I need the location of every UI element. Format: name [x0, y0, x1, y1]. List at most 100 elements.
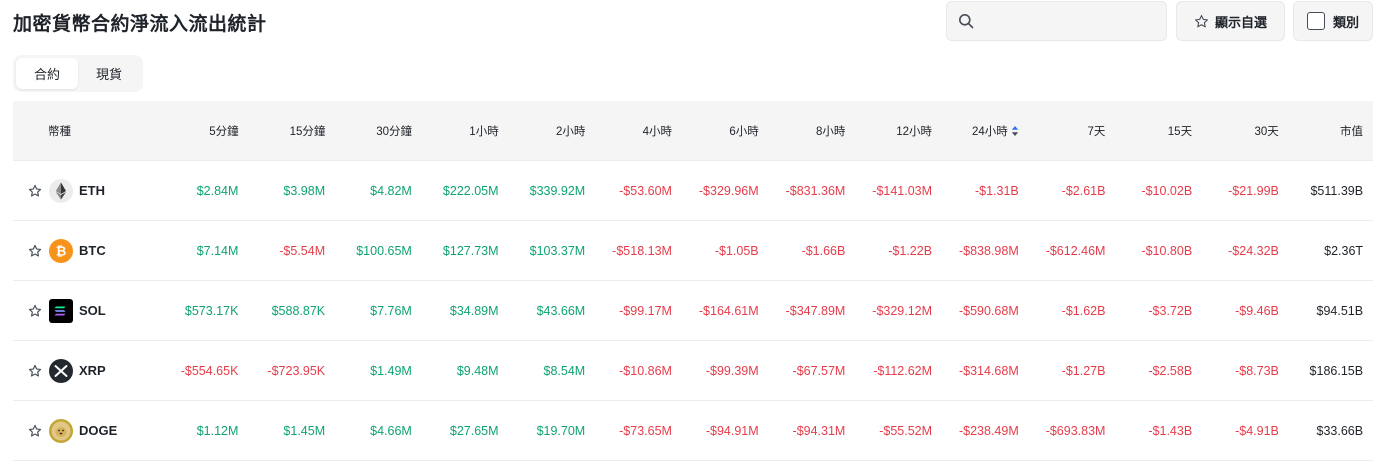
category-toggle[interactable]: 類別 [1293, 1, 1373, 41]
header-7d[interactable]: 7天 [1087, 125, 1106, 138]
market-cap-cell: $33.66B [1316, 423, 1364, 438]
netflow-cell: -$10.86M [619, 363, 672, 378]
header-6h[interactable]: 6小時 [729, 125, 759, 138]
coin-cell[interactable]: XRP [13, 358, 152, 383]
netflow-cell: $573.17K [184, 303, 239, 318]
market-tabs: 合約 現貨 [13, 55, 143, 92]
header-market-cap[interactable]: 市值 [1339, 125, 1363, 138]
netflow-cell: -$1.22B [888, 243, 933, 258]
sort-icon[interactable] [1011, 125, 1019, 137]
netflow-cell: -$21.99B [1228, 183, 1279, 198]
netflow-cell: -$518.13M [612, 243, 672, 258]
netflow-cell: $19.70M [536, 423, 586, 438]
btc-icon: ₿ [49, 238, 73, 263]
netflow-cell: -$4.91B [1235, 423, 1279, 438]
netflow-cell: -$1.27B [1061, 363, 1106, 378]
header-15d[interactable]: 15天 [1167, 125, 1193, 138]
favorite-star-icon[interactable] [28, 184, 42, 198]
page-title: 加密貨幣合約淨流入流出統計 [13, 14, 267, 35]
netflow-cell: $43.66M [536, 303, 586, 318]
coin-cell[interactable]: SOL [13, 298, 152, 323]
header-4h[interactable]: 4小時 [642, 125, 673, 138]
table-row[interactable]: DOGE $1.12M $1.45M $4.66M $27.65M $19.70M -$73… [13, 401, 1373, 461]
netflow-cell: $100.65M [356, 243, 412, 258]
favorite-star-icon[interactable] [28, 424, 42, 438]
header-12h[interactable]: 12小時 [896, 125, 933, 138]
coin-cell[interactable]: DOGE [13, 418, 152, 443]
header-8h[interactable]: 8小時 [815, 125, 846, 138]
eth-icon [49, 178, 73, 203]
coin-cell[interactable]: ETH [13, 178, 152, 203]
header-2h[interactable]: 2小時 [555, 125, 586, 138]
header-5m[interactable]: 5分鐘 [209, 125, 239, 138]
netflow-cell: $588.87K [271, 303, 326, 318]
netflow-cell: -$5.54M [279, 243, 326, 258]
favorite-star-icon[interactable] [28, 244, 42, 258]
netflow-cell: -$164.61M [698, 303, 759, 318]
netflow-cell: -$8.73B [1235, 363, 1279, 378]
search-box[interactable] [946, 1, 1167, 41]
netflow-cell: -$10.02B [1141, 183, 1193, 198]
coin-symbol: DOGE [79, 423, 118, 438]
favorite-star-icon[interactable] [28, 304, 42, 318]
netflow-cell: $103.37M [529, 243, 586, 258]
header-15m[interactable]: 15分鐘 [289, 125, 326, 138]
search-input[interactable] [982, 2, 1166, 40]
netflow-cell: $222.05M [442, 183, 499, 198]
netflow-cell: -$67.57M [792, 363, 846, 378]
netflow-cell: -$99.17M [619, 303, 672, 318]
header-30m[interactable]: 30分鐘 [376, 125, 413, 138]
table-row[interactable]: ₿ BTC $7.14M -$5.54M $100.65M $127.73M $103.37… [13, 221, 1373, 281]
netflow-cell: -$590.68M [958, 303, 1019, 318]
table-row[interactable]: SOL $573.17K $588.87K $7.76M $34.89M $43.66M -… [13, 281, 1373, 341]
market-cap-cell: $2.36T [1324, 243, 1364, 258]
coin-cell[interactable]: ₿ BTC [13, 238, 152, 263]
netflow-cell: $4.66M [370, 423, 412, 438]
coin-symbol: SOL [79, 303, 106, 318]
netflow-cell: $27.65M [449, 423, 499, 438]
tab-futures[interactable]: 合約 [16, 58, 78, 89]
coin-symbol: ETH [79, 183, 105, 198]
category-checkbox[interactable] [1306, 12, 1325, 30]
market-cap-cell: $94.51B [1316, 303, 1364, 318]
netflow-cell: -$693.83M [1045, 423, 1106, 438]
netflow-cell: $1.45M [283, 423, 326, 438]
header-coin[interactable]: 幣種 [48, 125, 71, 138]
netflow-cell: -$329.12M [872, 303, 933, 318]
netflow-cell: -$1.62B [1061, 303, 1106, 318]
netflow-cell: -$99.39M [705, 363, 759, 378]
header-1h[interactable]: 1小時 [469, 125, 499, 138]
header-24h[interactable]: 24小時 [932, 123, 1019, 139]
netflow-cell: $7.14M [196, 243, 239, 258]
netflow-cell: -$238.49M [958, 423, 1019, 438]
header-30d[interactable]: 30天 [1254, 125, 1279, 138]
netflow-cell: -$2.61B [1061, 183, 1106, 198]
coin-symbol: BTC [79, 243, 106, 258]
netflow-cell: $9.48M [456, 363, 499, 378]
show-favorites-button[interactable]: 顯示自選 [1176, 1, 1285, 41]
netflow-cell: $7.76M [370, 303, 412, 318]
netflow-cell: -$94.31M [792, 423, 846, 438]
netflow-cell: $2.84M [196, 183, 239, 198]
table-row[interactable]: XRP -$554.65K -$723.95K $1.49M $9.48M $8.54M -… [13, 341, 1373, 401]
favorite-star-icon[interactable] [28, 364, 42, 378]
netflow-cell: -$1.05B [714, 243, 759, 258]
netflow-cell: -$723.95K [267, 363, 326, 378]
netflow-cell: -$10.80B [1141, 243, 1193, 258]
netflow-cell: -$53.60M [619, 183, 672, 198]
netflow-cell: -$1.66B [801, 243, 846, 258]
tab-spot[interactable]: 現貨 [95, 67, 122, 82]
category-label: 類別 [1332, 14, 1359, 30]
header-24h-label: 24小時 [971, 125, 1008, 138]
netflow-cell: -$141.03M [872, 183, 933, 198]
netflow-cell: -$1.31B [974, 183, 1019, 198]
table-row[interactable]: ETH $2.84M $3.98M $4.82M $222.05M $339.92M -$5… [13, 161, 1373, 221]
netflow-cell: -$9.46B [1235, 303, 1279, 318]
netflow-cell: -$55.52M [879, 423, 933, 438]
netflow-cell: -$3.72B [1148, 303, 1193, 318]
netflow-cell: -$314.68M [958, 363, 1019, 378]
netflow-cell: $8.54M [543, 363, 586, 378]
market-cap-cell: $186.15B [1309, 363, 1364, 378]
netflow-cell: $1.12M [196, 423, 239, 438]
netflow-cell: -$554.65K [180, 363, 239, 378]
